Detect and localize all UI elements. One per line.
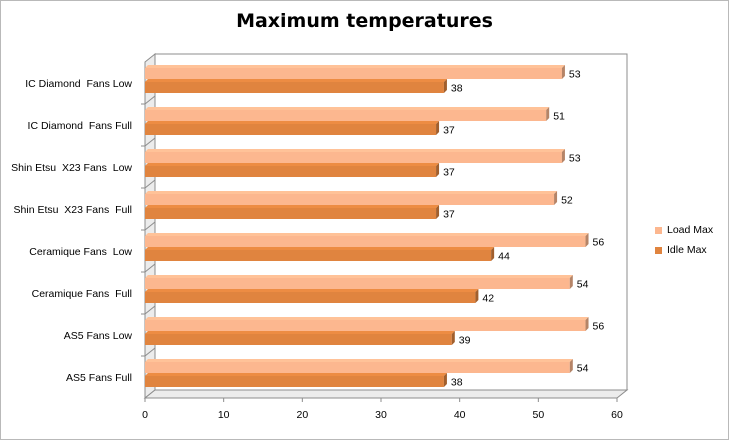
data-labels: 53 38 51 37 53 37 52 37 56 44 54 42 56 39 54 38 [443, 69, 604, 389]
x-tick-label-0: 0 [142, 409, 148, 421]
bar-load-max-as5-fans-low [145, 317, 589, 331]
category-label-as5-fans-low: AS5 Fans Low [64, 330, 133, 342]
category-separator [144, 137, 156, 147]
category-labels: IC Diamond Fans Low IC Diamond Fans Full S… [11, 78, 132, 384]
legend: Load Max Idle Max [655, 220, 713, 260]
data-label-idle-max-as5-fans-full: 38 [451, 377, 463, 389]
plot-walls [141, 52, 629, 400]
category-separator [144, 263, 156, 273]
x-tick-label-10: 10 [218, 409, 230, 421]
category-label-ic-diamond-fans-full: IC Diamond Fans Full [28, 120, 132, 132]
category-label-ceramique-fans-low: Ceramique Fans Low [29, 246, 132, 258]
data-label-load-max-ic-diamond-fans-low: 53 [569, 69, 581, 81]
bar-load-max-ceramique-fans-full [145, 275, 573, 289]
chart-title: Maximum temperatures [236, 10, 493, 32]
legend-item-load-max: Load Max [655, 220, 713, 240]
bar-load-max-as5-fans-full [145, 359, 573, 373]
data-label-idle-max-as5-fans-low: 39 [459, 335, 471, 347]
legend-label-load-max: Load Max [667, 224, 714, 236]
bar-idle-max-ceramique-fans-low [145, 247, 495, 261]
bars [145, 65, 589, 387]
x-tick-label-20: 20 [296, 409, 308, 421]
bar-idle-max-as5-fans-full [145, 373, 447, 387]
data-label-load-max-as5-fans-full: 54 [577, 363, 589, 375]
data-label-idle-max-ic-diamond-fans-full: 37 [443, 125, 455, 137]
x-axis-ticks: 0 10 20 30 40 50 60 [142, 398, 623, 421]
x-tick-label-30: 30 [375, 409, 387, 421]
bar-idle-max-as5-fans-low [145, 331, 455, 345]
bar-idle-max-shin-etsu-x23-fans-full [145, 205, 440, 219]
bar-idle-max-ceramique-fans-full [145, 289, 479, 303]
bar-load-max-shin-etsu-x23-fans-full [145, 191, 558, 205]
data-label-idle-max-ic-diamond-fans-low: 38 [451, 83, 463, 95]
bar-load-max-ic-diamond-fans-full [145, 107, 550, 121]
legend-swatch-idle-max [655, 246, 662, 254]
category-separator [144, 221, 156, 231]
bar-idle-max-ic-diamond-fans-low [145, 79, 447, 93]
floor [143, 389, 629, 399]
data-label-load-max-ceramique-fans-full: 54 [577, 279, 589, 291]
bar-load-max-ic-diamond-fans-low [145, 65, 565, 79]
data-label-load-max-shin-etsu-x23-fans-full: 52 [561, 195, 573, 207]
legend-swatch-load-max [655, 226, 662, 234]
category-separator [144, 95, 156, 105]
category-separator [144, 347, 156, 357]
category-label-ceramique-fans-full: Ceramique Fans Full [32, 288, 132, 300]
data-label-load-max-shin-etsu-x23-fans-low: 53 [569, 153, 581, 165]
category-label-as5-fans-full: AS5 Fans Full [66, 372, 132, 384]
x-tick-label-40: 40 [454, 409, 466, 421]
legend-item-idle-max: Idle Max [655, 240, 713, 260]
data-label-load-max-as5-fans-low: 56 [593, 321, 605, 333]
data-label-idle-max-shin-etsu-x23-fans-full: 37 [443, 209, 455, 221]
category-label-ic-diamond-fans-low: IC Diamond Fans Low [25, 78, 132, 90]
x-tick-label-60: 60 [611, 409, 623, 421]
legend-label-idle-max: Idle Max [667, 244, 707, 256]
bar-idle-max-shin-etsu-x23-fans-low [145, 163, 440, 177]
bar-idle-max-ic-diamond-fans-full [145, 121, 440, 135]
category-label-shin-etsu-x23-fans-full: Shin Etsu X23 Fans Full [14, 204, 132, 216]
category-label-shin-etsu-x23-fans-low: Shin Etsu X23 Fans Low [11, 162, 132, 174]
data-label-load-max-ic-diamond-fans-full: 51 [553, 111, 565, 123]
data-label-idle-max-ceramique-fans-low: 44 [498, 251, 510, 263]
bar-load-max-ceramique-fans-low [145, 233, 589, 247]
category-separator [144, 179, 156, 189]
data-label-load-max-ceramique-fans-low: 56 [593, 237, 605, 249]
bar-load-max-shin-etsu-x23-fans-low [145, 149, 565, 163]
category-separator [144, 305, 156, 315]
x-tick-label-50: 50 [532, 409, 544, 421]
data-label-idle-max-shin-etsu-x23-fans-low: 37 [443, 167, 455, 179]
data-label-idle-max-ceramique-fans-full: 42 [482, 293, 494, 305]
